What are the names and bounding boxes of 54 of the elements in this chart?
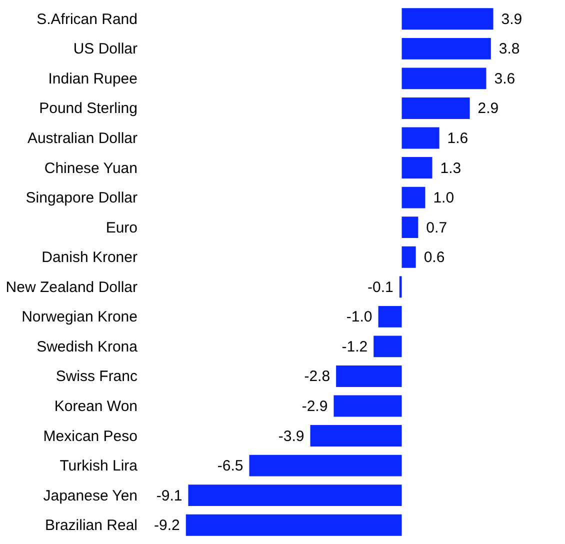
y-tick-label: Norwegian Krone [22, 308, 138, 326]
y-tick-label: Pound Sterling [39, 100, 138, 118]
y-tick-label: Brazilian Real [44, 517, 138, 534]
y-tick-label: Danish Kroner [42, 249, 138, 266]
data-label: 3.9 [501, 10, 522, 28]
bar [402, 8, 494, 30]
data-label: 0.6 [424, 249, 445, 266]
bar [378, 306, 402, 328]
data-label: -0.1 [368, 278, 394, 296]
bar [374, 336, 402, 358]
bar [399, 276, 402, 298]
data-label: -1.0 [346, 308, 372, 326]
bar [402, 38, 491, 60]
y-tick-label: S.African Rand [36, 10, 138, 28]
bar [186, 514, 402, 536]
bar [402, 98, 470, 119]
data-label: 3.6 [494, 70, 516, 88]
bar [402, 246, 416, 268]
y-tick-label: New Zealand Dollar [6, 278, 138, 296]
data-label: 2.9 [478, 100, 499, 118]
y-tick-label: Swedish Krona [36, 338, 138, 356]
bar [188, 484, 402, 506]
bar [402, 186, 426, 208]
y-tick-label: Singapore Dollar [26, 190, 138, 207]
y-tick-label: US Dollar [73, 40, 138, 58]
data-label: -3.9 [278, 428, 304, 445]
y-tick-label: Australian Dollar [27, 130, 138, 147]
data-label: 1.6 [447, 130, 468, 147]
data-label: -2.8 [304, 368, 330, 386]
bar [402, 157, 432, 178]
bar [402, 216, 418, 238]
data-label: -6.5 [217, 458, 244, 475]
y-tick-label: Indian Rupee [48, 70, 138, 88]
y-tick-label: Japanese Yen [43, 487, 138, 504]
data-label: 1.0 [433, 190, 454, 207]
bar [249, 454, 402, 476]
y-tick-label: Turkish Lira [60, 458, 138, 475]
y-tick-label: Korean Won [54, 398, 138, 415]
bar [402, 68, 486, 90]
data-label: 0.7 [426, 219, 448, 236]
data-label: -1.2 [342, 338, 368, 356]
bar [334, 395, 402, 417]
data-label: -2.9 [302, 398, 328, 415]
bar [402, 127, 440, 149]
data-label: -9.2 [154, 517, 180, 534]
y-tick-label: Swiss Franc [56, 368, 138, 386]
y-tick-label: Mexican Peso [43, 428, 138, 445]
y-tick-label: Chinese Yuan [44, 160, 138, 177]
y-tick-label: Euro [106, 219, 138, 236]
bar [310, 425, 402, 446]
data-label: -9.1 [156, 487, 182, 504]
data-label: 3.8 [498, 40, 520, 58]
data-label: 1.3 [440, 160, 462, 177]
bar [336, 366, 402, 387]
